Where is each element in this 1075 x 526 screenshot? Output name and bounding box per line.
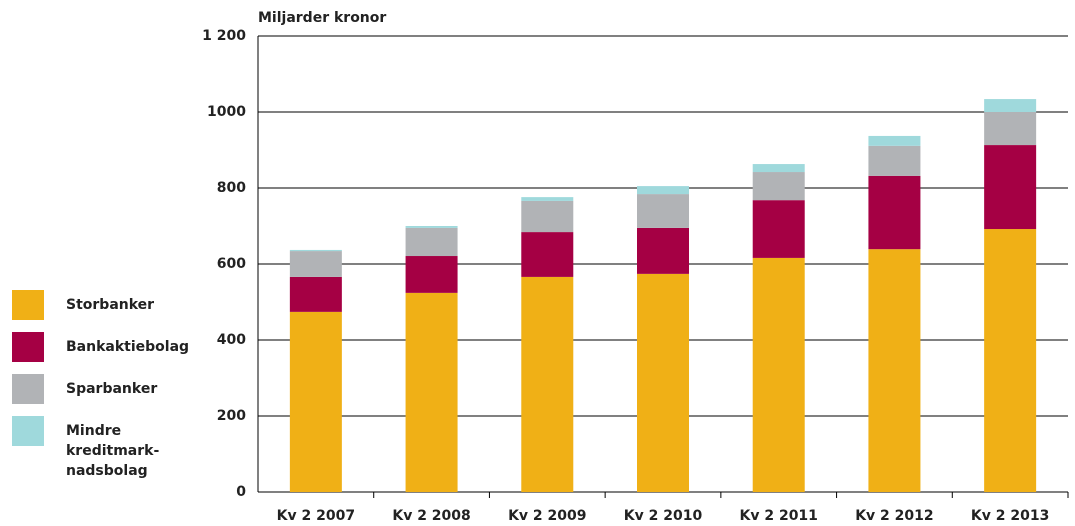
y-tick-label: 600	[217, 256, 246, 272]
bar-segment	[752, 257, 805, 492]
bar-segment	[868, 135, 921, 146]
bar-segment	[405, 227, 458, 257]
bar-segment	[752, 164, 805, 173]
chart-title: Miljarder kronor	[258, 10, 386, 26]
legend-label: Storbanker	[66, 297, 155, 313]
x-tick-label: Kv 2 2007	[277, 508, 355, 524]
y-tick-label: 1000	[207, 104, 246, 120]
legend-item: Bankaktiebolag	[12, 332, 202, 362]
y-tick-label: 200	[217, 408, 246, 424]
bar-segment	[984, 99, 1037, 112]
bar-segment	[289, 276, 342, 312]
legend: Storbanker Bankaktiebolag Sparbanker Mindre…	[12, 290, 202, 493]
bar-segment	[637, 194, 689, 228]
x-tick-label: Kv 2 2008	[392, 508, 470, 524]
legend-item: Storbanker	[12, 290, 202, 320]
legend-swatch	[12, 332, 44, 362]
legend-item: Mindre kreditmark-nadsbolag	[12, 416, 202, 481]
legend-label: Sparbanker	[66, 381, 158, 397]
legend-label: Bankaktiebolag	[66, 339, 190, 355]
legend-swatch	[12, 374, 44, 404]
bar-segment	[868, 175, 921, 250]
bar-segment	[521, 197, 574, 201]
bar-segment	[521, 200, 574, 233]
x-tick-label: Kv 2 2013	[971, 508, 1049, 524]
x-tick-label: Kv 2 2011	[739, 508, 817, 524]
bar-segment	[868, 249, 921, 492]
bar-segment	[405, 256, 458, 293]
bar-segment	[637, 186, 689, 195]
bar-segment	[984, 145, 1037, 230]
y-tick-label: 0	[236, 484, 246, 500]
legend-swatch	[12, 416, 44, 446]
bar-segment	[289, 249, 342, 252]
bar-segment	[752, 172, 805, 201]
y-tick-label: 1 200	[202, 28, 246, 44]
x-tick-label: Kv 2 2009	[508, 508, 586, 524]
legend-label: Mindre kreditmark-nadsbolag	[66, 423, 160, 479]
legend-item: Sparbanker	[12, 374, 202, 404]
bar-segment	[289, 251, 342, 277]
bar-segment	[637, 227, 689, 274]
bar-segment	[984, 229, 1037, 493]
bar-segment	[637, 273, 689, 492]
y-tick-label: 800	[217, 180, 246, 196]
x-tick-label: Kv 2 2010	[624, 508, 703, 524]
bar-segment	[752, 200, 805, 258]
y-tick-label: 400	[217, 332, 246, 348]
bar-segment	[868, 145, 921, 176]
bar-segment	[289, 311, 342, 492]
bar-segment	[984, 112, 1037, 146]
bar-segment	[405, 226, 458, 228]
bar-segment	[521, 276, 574, 492]
x-tick-label: Kv 2 2012	[855, 508, 933, 524]
legend-swatch	[12, 290, 44, 320]
bar-segment	[405, 292, 458, 492]
bar-segment	[521, 232, 574, 277]
